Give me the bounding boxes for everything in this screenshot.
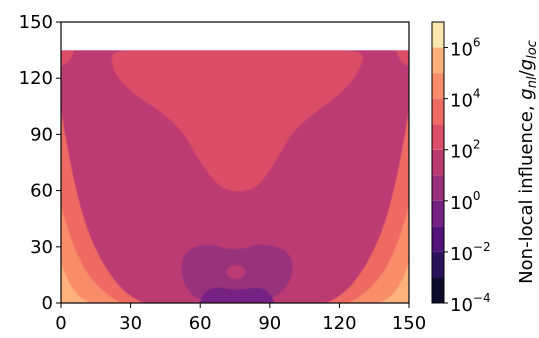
colorbar-tick-label: 106	[450, 36, 481, 61]
colorbar: 106 104 102 100 10−2 10−4 Non-local influence…	[431, 21, 539, 316]
y-tick-label: 30	[30, 237, 53, 258]
x-tick-label: 60	[189, 313, 212, 334]
colorbar-swatch	[432, 149, 444, 176]
contour-level-upper-lobe	[111, 50, 363, 192]
colorbar-swatch	[432, 175, 444, 201]
contour-level-right-band	[326, 110, 409, 303]
colorbar-swatch	[432, 277, 444, 303]
y-tick-label: 150	[19, 12, 53, 33]
x-tick-label: 0	[55, 313, 66, 334]
y-tick-label: 90	[30, 124, 53, 145]
plot-frame	[60, 21, 410, 304]
colorbar-swatch	[432, 73, 444, 99]
y-tick-label: 60	[30, 181, 53, 202]
colorbar-swatch	[432, 200, 444, 227]
x-tick-label: 120	[322, 313, 356, 334]
contour-plot-area	[60, 21, 410, 304]
colorbar-tick-label: 10−4	[450, 291, 491, 316]
x-tick-label: 90	[258, 313, 281, 334]
colorbar-swatch	[432, 98, 444, 125]
colorbar-label: Non-local influence, gnl/gloc	[516, 40, 539, 284]
x-tick-label: 150	[392, 313, 426, 334]
contour-level-central-spot	[227, 265, 245, 279]
contour-level-left-band	[61, 110, 144, 303]
colorbar-swatch	[432, 226, 444, 252]
x-tick-label: 30	[119, 313, 142, 334]
y-tick-label: 120	[19, 68, 53, 89]
colorbar-swatches	[432, 22, 444, 303]
contour-level-right-bottom	[378, 262, 409, 303]
colorbar-tick-label: 102	[450, 138, 481, 163]
colorbar-swatch	[432, 251, 444, 278]
colorbar-tick-label: 10−2	[450, 240, 491, 265]
contour-level-left-corner	[61, 205, 122, 303]
contour-level-top-right-notch	[396, 50, 409, 66]
colorbar-swatch	[432, 124, 444, 150]
colorbar-tick-label: 104	[450, 87, 481, 112]
colorbar-ticks: 106 104 102 100 10−2 10−4	[444, 36, 491, 316]
axes: 0 30 60 90 120 150 0 30 60 90 120 150	[19, 12, 427, 334]
contour-level-bottom-low	[200, 287, 274, 303]
colorbar-swatch	[432, 47, 444, 74]
colorbar-swatch	[432, 22, 444, 48]
contour-level-left-bottom	[61, 262, 92, 303]
colorbar-tick-label: 100	[450, 189, 481, 214]
colorbar-frame	[431, 21, 445, 304]
contour-level-top-left-notch	[61, 50, 74, 66]
contour-regions	[61, 50, 409, 303]
y-tick-label: 0	[42, 293, 53, 314]
contour-level-right-corner	[348, 205, 409, 303]
